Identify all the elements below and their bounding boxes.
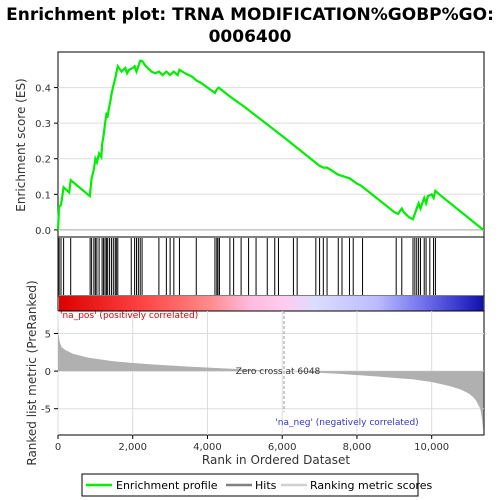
x-tick-label: 2,000 <box>118 442 147 453</box>
enrichment-profile-line <box>56 59 484 231</box>
es-y-tick-label: 0.2 <box>35 155 51 166</box>
ranking-metric-area <box>58 318 484 432</box>
rank-y-axis-label: Ranked list metric (PreRanked) <box>25 280 39 465</box>
x-axis-label: Rank in Ordered Dataset <box>202 453 350 467</box>
x-tick-label: 10,000 <box>414 442 449 453</box>
legend-label-enrichment: Enrichment profile <box>116 479 218 492</box>
legend-label-hits: Hits <box>255 479 277 492</box>
legend-label-ranking: Ranking metric scores <box>310 479 432 492</box>
es-y-tick-label: 0.3 <box>35 119 51 130</box>
es-y-ticks: 0.0 0.1 0.2 0.3 0.4 <box>35 84 58 237</box>
es-y-axis-label: Enrichment score (ES) <box>14 78 28 211</box>
x-tick-label: 6,000 <box>268 442 297 453</box>
rank-y-tick-label: 5 <box>45 330 51 341</box>
negative-correlation-label: 'na_neg' (negatively correlated) <box>275 418 418 428</box>
positive-correlation-label: 'na_pos' (positively correlated) <box>60 311 198 321</box>
es-panel-frame <box>57 51 485 238</box>
x-tick-label: 4,000 <box>193 442 222 453</box>
x-tick-label: 0 <box>55 442 61 453</box>
zero-cross-label: Zero cross at 6048 <box>236 367 321 377</box>
rank-y-tick-label: -5 <box>41 405 51 416</box>
es-y-tick-label: 0.1 <box>35 190 51 201</box>
rank-heatbar <box>59 296 484 311</box>
chart-title-line2: 0006400 <box>209 27 292 47</box>
rank-y-tick-label: 0 <box>45 367 51 378</box>
rank-x-ticks: 0 2,000 4,000 6,000 8,000 10,000 <box>55 435 449 453</box>
x-tick-label: 8,000 <box>343 442 372 453</box>
rank-y-ticks: 5 0 -5 <box>41 330 58 416</box>
hit-lines <box>58 238 436 295</box>
es-y-tick-label: 0.4 <box>35 84 51 95</box>
chart-title-line1: Enrichment plot: TRNA MODIFICATION%GOBP%… <box>6 5 494 25</box>
es-y-tick-label: 0.0 <box>35 226 51 237</box>
